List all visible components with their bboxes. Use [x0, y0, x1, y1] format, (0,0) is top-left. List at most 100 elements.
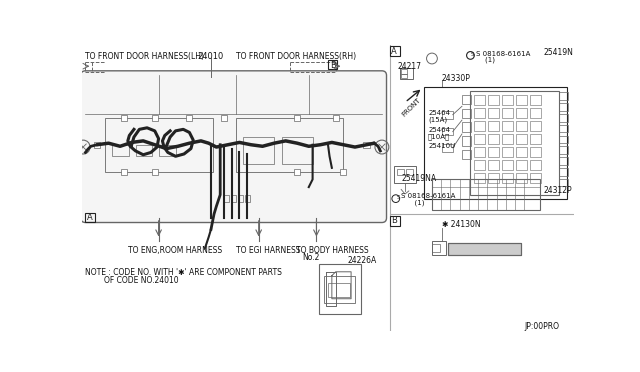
Text: No.2: No.2: [303, 253, 320, 262]
Bar: [319, 264, 361, 314]
FancyBboxPatch shape: [81, 71, 387, 222]
Text: TO BODY HARNESS: TO BODY HARNESS: [296, 246, 368, 256]
Bar: [474, 121, 485, 131]
Bar: [424, 87, 566, 199]
Bar: [282, 137, 312, 164]
Bar: [364, 142, 369, 148]
Bar: [559, 92, 568, 100]
Bar: [121, 115, 127, 121]
Bar: [462, 150, 471, 159]
Bar: [502, 173, 513, 183]
Bar: [474, 95, 485, 105]
Text: A: A: [391, 47, 397, 56]
Bar: [152, 115, 158, 121]
Text: OF CODE NO.24010: OF CODE NO.24010: [86, 276, 179, 285]
Text: TO ENG,ROOM HARNESS: TO ENG,ROOM HARNESS: [128, 246, 222, 256]
Bar: [488, 95, 499, 105]
Text: TO EGI HARNESS: TO EGI HARNESS: [236, 246, 300, 256]
Text: B: B: [330, 61, 335, 70]
Bar: [474, 160, 485, 170]
Bar: [462, 109, 471, 118]
Bar: [474, 108, 485, 118]
Bar: [530, 121, 541, 131]
Bar: [401, 74, 407, 78]
Bar: [406, 169, 413, 175]
Bar: [324, 276, 355, 302]
Bar: [474, 134, 485, 144]
Bar: [516, 121, 527, 131]
Bar: [516, 108, 527, 118]
Bar: [559, 125, 568, 132]
Bar: [502, 147, 513, 157]
Bar: [488, 173, 499, 183]
Bar: [121, 169, 127, 175]
Bar: [448, 243, 521, 255]
Bar: [399, 68, 413, 79]
Bar: [401, 69, 407, 74]
Bar: [559, 103, 568, 111]
Bar: [516, 134, 527, 144]
Bar: [488, 147, 499, 157]
Bar: [294, 115, 300, 121]
Bar: [530, 95, 541, 105]
Bar: [294, 169, 300, 175]
Bar: [502, 108, 513, 118]
Bar: [442, 111, 452, 119]
Text: S 08168-6161A: S 08168-6161A: [401, 193, 456, 199]
Bar: [238, 195, 243, 202]
Bar: [390, 46, 399, 56]
Bar: [530, 134, 541, 144]
Text: (15A): (15A): [428, 116, 447, 123]
Bar: [559, 157, 568, 165]
Bar: [559, 168, 568, 176]
Bar: [516, 160, 527, 170]
Bar: [502, 160, 513, 170]
Bar: [462, 136, 471, 145]
Bar: [328, 60, 337, 69]
Text: 25464: 25464: [428, 110, 450, 116]
Bar: [221, 115, 227, 121]
Text: 24217: 24217: [397, 62, 421, 71]
Bar: [245, 195, 250, 202]
Text: NOTE : CODE NO. WITH '✱' ARE COMPONENT PARTS: NOTE : CODE NO. WITH '✱' ARE COMPONENT P…: [86, 268, 282, 277]
Bar: [442, 128, 452, 135]
Bar: [236, 118, 344, 172]
Bar: [328, 283, 349, 297]
Bar: [502, 134, 513, 144]
Bar: [474, 173, 485, 183]
Bar: [488, 160, 499, 170]
Bar: [448, 243, 521, 255]
Bar: [530, 147, 541, 157]
Bar: [516, 147, 527, 157]
Bar: [488, 108, 499, 118]
Text: 25419NA: 25419NA: [401, 174, 436, 183]
Text: JP:00PRO: JP:00PRO: [524, 322, 559, 331]
Text: 25464: 25464: [428, 127, 450, 133]
Bar: [462, 95, 471, 104]
Bar: [397, 169, 404, 175]
Text: TO FRONT DOOR HARNESS(LH): TO FRONT DOOR HARNESS(LH): [86, 52, 204, 61]
Bar: [136, 145, 152, 156]
Text: 25419N: 25419N: [543, 48, 573, 58]
Bar: [470, 91, 559, 195]
Bar: [474, 147, 485, 157]
Text: (1): (1): [476, 56, 495, 63]
Bar: [224, 195, 230, 202]
Text: FRONT: FRONT: [401, 97, 421, 118]
Bar: [516, 173, 527, 183]
Bar: [113, 145, 129, 156]
Bar: [186, 115, 193, 121]
Bar: [243, 137, 274, 164]
Bar: [488, 134, 499, 144]
Text: A: A: [87, 213, 93, 222]
Text: 24312P: 24312P: [543, 186, 572, 195]
Text: B: B: [391, 217, 397, 225]
Bar: [432, 241, 446, 255]
Bar: [502, 121, 513, 131]
Bar: [559, 179, 568, 186]
Text: 24226A: 24226A: [348, 256, 376, 265]
Bar: [488, 121, 499, 131]
Bar: [530, 160, 541, 170]
Bar: [462, 122, 471, 132]
Bar: [152, 169, 158, 175]
